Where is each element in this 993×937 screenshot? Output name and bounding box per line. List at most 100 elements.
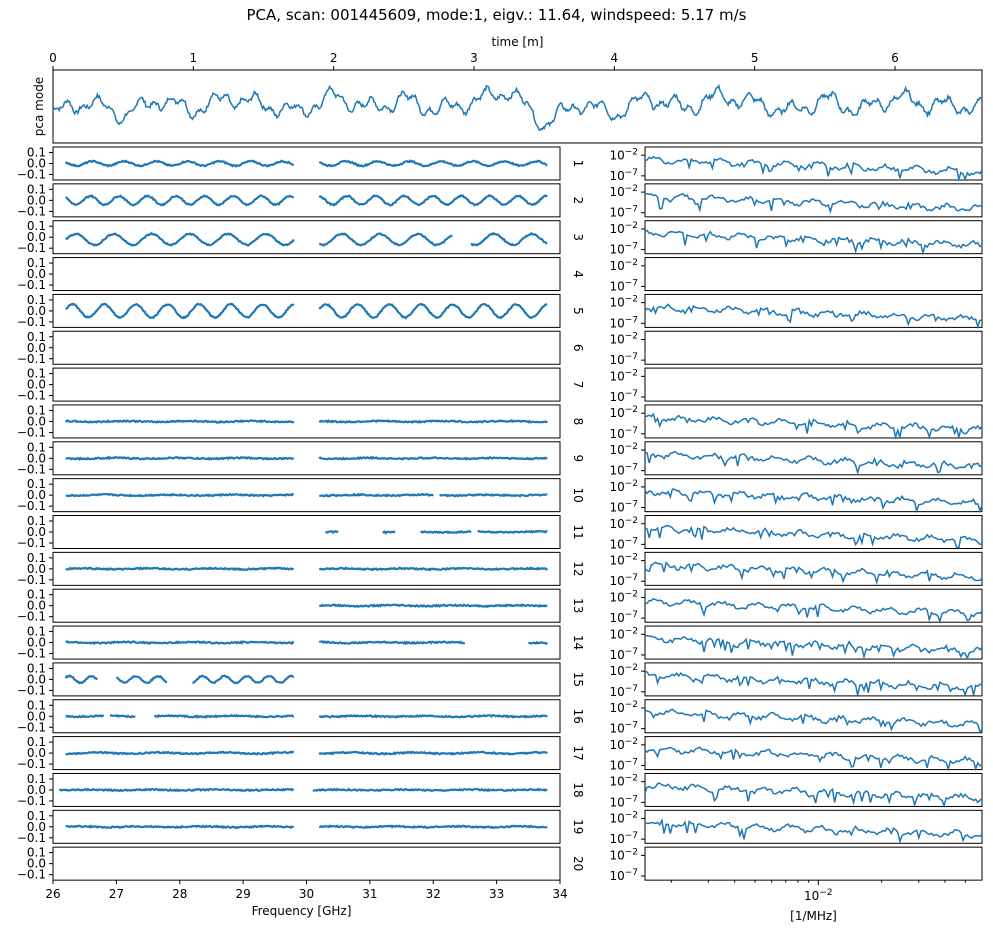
feed-8-spectrum-line [644,412,983,440]
frequency-tick-label: 33 [489,887,504,901]
feed-ytick-label: −0.1 [17,794,46,808]
feed-11-spectrum-line [644,525,983,549]
spectrum-ytick-label: 10−7 [609,610,638,625]
feed-4-axes [52,257,561,292]
feed-ytick-label: 0.1 [27,661,46,675]
feed-6-label: 6 [571,344,585,352]
feed-ytick-label: 0.1 [27,330,46,344]
feed-15-spectrum-axes [644,662,983,697]
frequency-tick-label: 28 [172,887,187,901]
feed-8-label: 8 [571,418,585,426]
spectrum-ytick-label: 10−2 [609,221,638,236]
spectrum-ytick-label: 10−7 [609,573,638,588]
feed-17-spectrum-axes [644,736,983,771]
spectrum-ytick-label: 10−7 [609,684,638,699]
feed-ytick-label: −0.1 [17,683,46,697]
spectrum-ytick-label: 10−7 [609,352,638,367]
feed-14-series-line [318,640,466,646]
spectrum-ytick-label: 10−2 [609,479,638,494]
feed-17-series-line [318,750,548,756]
feed-3-series-line [470,231,548,247]
time-tick-label: 1 [190,51,198,65]
feed-14-spectrum-line [644,634,983,661]
spectrum-ytick-label: 10−2 [609,626,638,641]
feed-14-series-line [65,640,295,646]
spectrum-ytick-label: 10−2 [609,258,638,273]
spectrum-ytick-label: 10−2 [609,663,638,678]
feed-3-series-line [64,232,295,247]
feed-20-axes [52,846,561,881]
feed-15-series-line [115,675,168,685]
feed-ytick-label: 0.1 [27,219,46,233]
spectrum-ytick-label: 10−2 [609,405,638,420]
feed-ytick-label: −0.1 [17,499,46,513]
feed-2-series-line [318,194,548,207]
feed-3-series-line [319,232,453,247]
feed-20-spectrum-axes [644,846,983,881]
feed-ytick-label: 0.1 [27,514,46,528]
feed-1-label: 1 [571,160,585,168]
spectrum-ytick-label: 10−2 [609,589,638,604]
spectrum-ytick-label: 10−7 [609,426,638,441]
feed-1-series-line [319,159,548,168]
spectrum-ytick-label: 10−7 [609,389,638,404]
feed-ytick-label: 0.1 [27,403,46,417]
feed-5-label: 5 [571,307,585,315]
spectrum-ytick-label: 10−2 [609,147,638,162]
time-tick-label: 6 [891,51,899,65]
feed-8-series-line [64,419,295,424]
feed-10-series-line [318,492,434,498]
feed-ytick-label: 0.0 [27,451,46,465]
feed-ytick-label: 0.0 [27,525,46,539]
feed-5-spectrum-line [644,303,982,330]
feed-10-spectrum-axes [644,478,983,513]
feed-19-series-line [65,824,295,830]
feed-ytick-label: −0.1 [17,536,46,550]
feed-11-series-line [419,530,472,535]
feed-8-spectrum-axes [644,404,983,439]
spectrum-ytick-label: 10−2 [609,516,638,531]
feed-3-label: 3 [571,233,585,241]
feed-19-spectrum-axes [644,809,983,844]
feed-ytick-label: −0.1 [17,757,46,771]
feed-7-spectrum-axes [644,367,983,402]
feed-ytick-label: 0.1 [27,588,46,602]
feed-ytick-label: 0.1 [27,551,46,565]
feed-ytick-label: −0.1 [17,610,46,624]
feed-ytick-label: −0.1 [17,462,46,476]
feed-14-label: 14 [571,635,585,650]
spectrum-ytick-label: 10−2 [609,811,638,826]
feed-2-spectrum-axes [644,183,983,218]
feed-16-spectrum-axes [644,699,983,734]
spectrum-ytick-label: 10−2 [609,700,638,715]
feed-9-series-line [318,455,548,461]
spectrum-ytick-label: 10−2 [609,442,638,457]
frequency-tick-label: 31 [362,887,377,901]
feed-ytick-label: 0.0 [27,378,46,392]
feed-ytick-label: −0.1 [17,352,46,366]
feed-ytick-label: 0.0 [27,341,46,355]
pca-mode-series-line [52,83,983,132]
feed-ytick-label: −0.1 [17,204,46,218]
frequency-tick-label: 30 [299,887,314,901]
spectrum-ytick-label: 10−2 [609,295,638,310]
spectrum-ytick-label: 10−7 [609,278,638,293]
feed-18-spectrum-axes [644,772,983,807]
feed-ytick-label: −0.1 [17,315,46,329]
feed-ytick-label: −0.1 [17,425,46,439]
feed-ytick-label: 0.1 [27,735,46,749]
spectrum-ytick-label: 10−2 [609,184,638,199]
feed-ytick-label: 0.1 [27,182,46,196]
spectrum-ytick-label: 10−2 [609,368,638,383]
time-tick-label: 5 [751,51,759,65]
spectrum-ytick-label: 10−7 [609,794,638,809]
feed-10-series-line [439,492,548,498]
feed-11-series-line [382,530,396,535]
spectrum-ytick-label: 10−7 [609,721,638,736]
feed-ytick-label: −0.1 [17,389,46,403]
time-tick-label: 0 [49,51,57,65]
feed-11-series-line [477,529,548,535]
pca-mode-axes [52,69,983,144]
feed-ytick-label: 0.1 [27,477,46,491]
spectrum-ytick-label: 10−2 [609,774,638,789]
